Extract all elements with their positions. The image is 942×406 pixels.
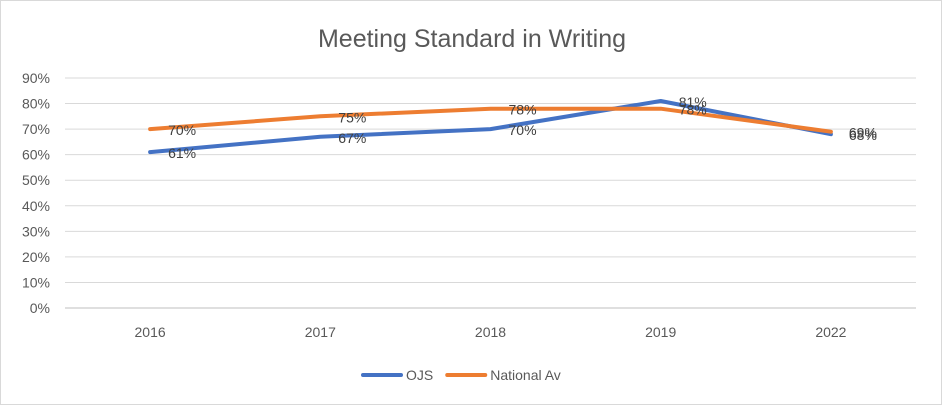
- y-tick-label: 10%: [22, 274, 50, 290]
- chart-title: Meeting Standard in Writing: [318, 25, 626, 53]
- x-tick-label: 2016: [135, 324, 166, 340]
- data-label: 78%: [509, 102, 537, 118]
- y-tick-label: 70%: [22, 121, 50, 137]
- x-tick-label: 2019: [645, 324, 676, 340]
- data-label: 68%: [849, 127, 877, 143]
- y-tick-label: 50%: [22, 172, 50, 188]
- series-lines: [148, 99, 833, 155]
- y-tick-label: 90%: [22, 70, 50, 86]
- y-axis: 0% 10% 20% 30% 40% 50% 60% 70% 80% 90%: [22, 70, 50, 316]
- y-tick-label: 30%: [22, 223, 50, 239]
- legend-label: National Av: [490, 367, 561, 383]
- x-tick-label: 2018: [475, 324, 506, 340]
- legend-item[interactable]: OJS: [361, 367, 433, 383]
- y-tick-label: 80%: [22, 96, 50, 112]
- gridlines: [65, 77, 916, 309]
- data-label: 78%: [679, 102, 707, 118]
- series-line-national-av: [148, 106, 833, 134]
- data-label: 70%: [168, 122, 196, 138]
- data-label: 69%: [849, 125, 877, 141]
- y-tick-label: 0%: [30, 300, 50, 316]
- y-tick-label: 20%: [22, 249, 50, 265]
- y-tick-label: 60%: [22, 147, 50, 163]
- data-labels: 61% 67% 70% 81% 68% 70% 75% 78% 78% 69%: [168, 94, 877, 161]
- data-label: 81%: [679, 94, 707, 110]
- x-axis: 2016 2017 2018 2019 2022: [135, 324, 847, 340]
- data-label: 67%: [338, 130, 366, 146]
- legend[interactable]: OJS National Av: [361, 367, 561, 383]
- legend-item[interactable]: National Av: [445, 367, 561, 383]
- data-label: 61%: [168, 145, 196, 161]
- series-line-ojs: [148, 99, 833, 155]
- data-label: 70%: [509, 122, 537, 138]
- legend-label: OJS: [406, 367, 433, 383]
- data-label: 75%: [338, 109, 366, 125]
- x-tick-label: 2022: [815, 324, 846, 340]
- x-tick-label: 2017: [305, 324, 336, 340]
- y-tick-label: 40%: [22, 198, 50, 214]
